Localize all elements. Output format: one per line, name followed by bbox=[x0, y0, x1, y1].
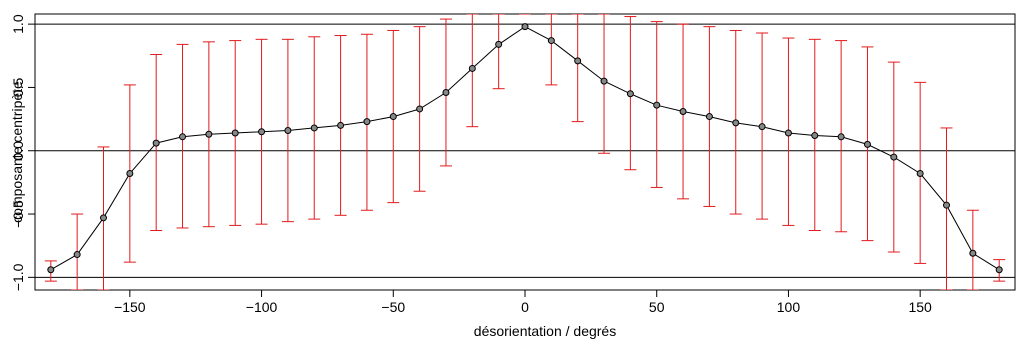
data-points bbox=[47, 23, 1003, 274]
x-tick-label: −100 bbox=[246, 299, 278, 315]
data-point bbox=[495, 40, 503, 48]
data-point bbox=[179, 133, 187, 141]
data-point bbox=[758, 123, 766, 131]
x-tick-label: −150 bbox=[114, 299, 146, 315]
data-point bbox=[943, 201, 951, 209]
data-point bbox=[363, 118, 371, 126]
data-point bbox=[653, 101, 661, 109]
x-tick-label: 150 bbox=[908, 299, 932, 315]
data-point bbox=[442, 88, 450, 96]
data-point bbox=[126, 170, 134, 178]
data-point bbox=[547, 37, 555, 45]
data-point bbox=[837, 133, 845, 141]
plot-box bbox=[34, 13, 1016, 291]
y-tick-label: 1.0 bbox=[10, 14, 26, 34]
y-tick-label: 0.5 bbox=[10, 77, 26, 97]
data-point bbox=[47, 266, 55, 274]
data-point bbox=[995, 266, 1003, 274]
data-point bbox=[626, 90, 634, 98]
data-point bbox=[310, 124, 318, 132]
series-polyline bbox=[50, 26, 1000, 271]
y-axis: −1.0 −0.5 0.0 0.5 1.0 bbox=[10, 14, 36, 291]
reference-lines bbox=[35, 23, 1015, 278]
data-point bbox=[389, 113, 397, 121]
data-point bbox=[679, 107, 687, 115]
data-point bbox=[600, 77, 608, 85]
data-point bbox=[337, 121, 345, 129]
data-point bbox=[73, 251, 81, 259]
x-axis-title: désorientation / degrés bbox=[474, 323, 616, 339]
y-tick-label: −0.5 bbox=[10, 200, 26, 228]
x-tick-label: 50 bbox=[649, 299, 665, 315]
x-tick-label: 0 bbox=[521, 299, 529, 315]
x-tick-label: −50 bbox=[381, 299, 405, 315]
series-line bbox=[50, 26, 1000, 271]
error-bars bbox=[44, 14, 1006, 290]
data-point bbox=[732, 119, 740, 127]
y-tick-label: −1.0 bbox=[10, 263, 26, 291]
data-point bbox=[863, 140, 871, 148]
data-point bbox=[416, 105, 424, 113]
data-point bbox=[231, 129, 239, 137]
y-tick-label: 0.0 bbox=[10, 141, 26, 161]
data-point bbox=[521, 23, 529, 31]
data-point bbox=[916, 170, 924, 178]
x-tick-label: 100 bbox=[777, 299, 801, 315]
data-point bbox=[258, 128, 266, 136]
data-point bbox=[574, 57, 582, 65]
data-point bbox=[890, 153, 898, 161]
data-point bbox=[811, 132, 819, 140]
y-axis-title: composante centripète bbox=[9, 81, 25, 223]
data-point bbox=[784, 129, 792, 137]
data-point bbox=[969, 249, 977, 257]
data-point bbox=[705, 113, 713, 121]
x-axis: −150 −100 −50 0 50 100 150 bbox=[114, 289, 932, 315]
data-point bbox=[152, 139, 160, 147]
data-point bbox=[284, 126, 292, 134]
data-point bbox=[205, 130, 213, 138]
data-point bbox=[468, 64, 476, 72]
data-point bbox=[99, 214, 107, 222]
